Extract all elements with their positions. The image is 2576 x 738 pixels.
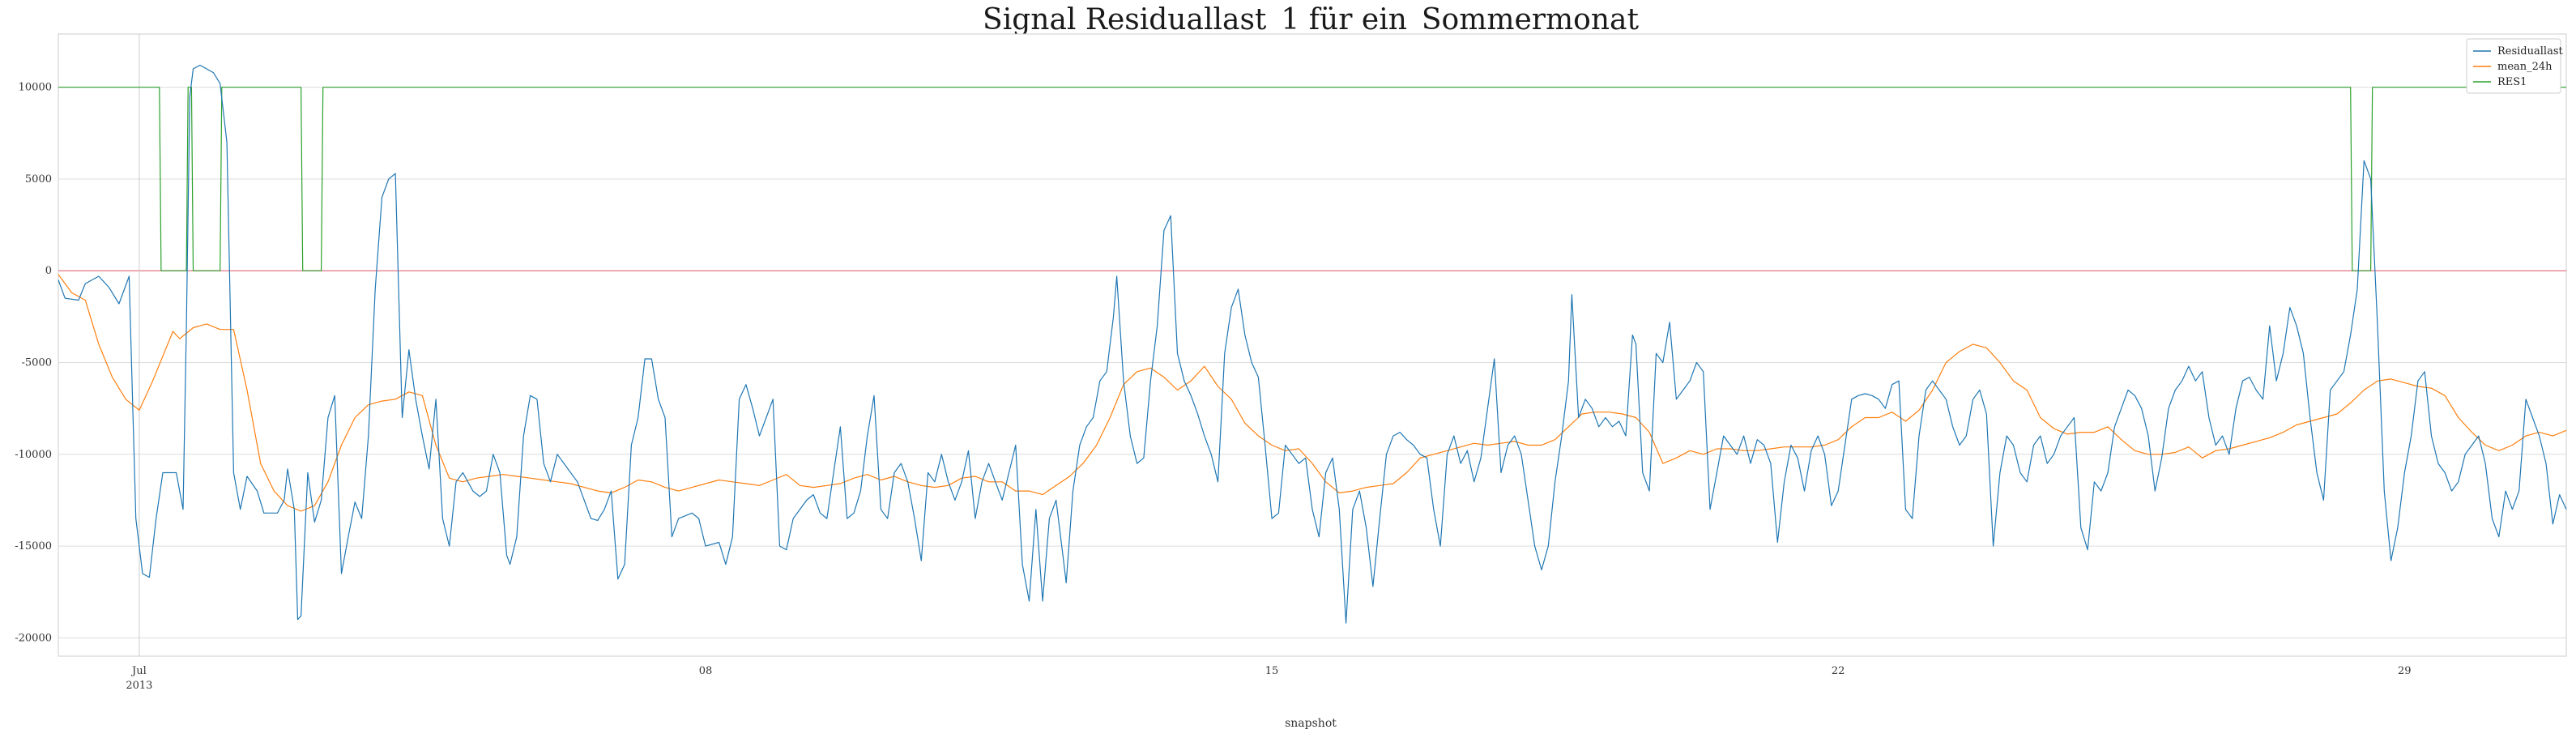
x-tick-label: 08 (699, 665, 713, 677)
chart-title: Signal Residuallast_1 für ein_Sommermona… (983, 3, 1639, 36)
legend-label: Residuallast (2497, 45, 2563, 58)
y-tick-label: -20000 (15, 632, 52, 644)
series-line-residuallast (58, 64, 2567, 624)
x-tick-sublabel: 2013 (126, 680, 152, 692)
plot-frame (58, 33, 2567, 657)
y-tick-label: 0 (45, 265, 52, 277)
x-axis-ticks: Jul 2013 08 15 22 29 (126, 665, 2411, 692)
legend-label: mean_24h (2497, 61, 2553, 73)
y-tick-label: -15000 (15, 540, 52, 552)
x-axis-label: snapshot (1285, 717, 1337, 730)
series-line-mean-24h (58, 274, 2567, 512)
x-tick-label: 15 (1265, 665, 1279, 677)
series-group (58, 64, 2567, 624)
legend: Residuallast mean_24h RES1 (2466, 38, 2563, 94)
x-tick-label: 29 (2398, 665, 2412, 677)
x-tick-label: Jul (130, 665, 147, 677)
legend-box (2466, 38, 2561, 94)
reference-lines (58, 34, 2566, 656)
series-line-res1 (58, 87, 2566, 271)
plot-area (58, 33, 2567, 657)
y-tick-label: 5000 (25, 173, 52, 186)
y-axis-ticks: -20000 -15000 -10000 -5000 0 5000 10000 (15, 82, 52, 645)
x-tick-label: 22 (1832, 665, 1845, 677)
y-tick-label: -10000 (15, 449, 52, 461)
legend-label: RES1 (2497, 76, 2527, 88)
y-tick-label: -5000 (22, 357, 52, 369)
legend-items: Residuallast mean_24h RES1 (2473, 45, 2563, 88)
y-tick-label: 10000 (19, 82, 52, 94)
